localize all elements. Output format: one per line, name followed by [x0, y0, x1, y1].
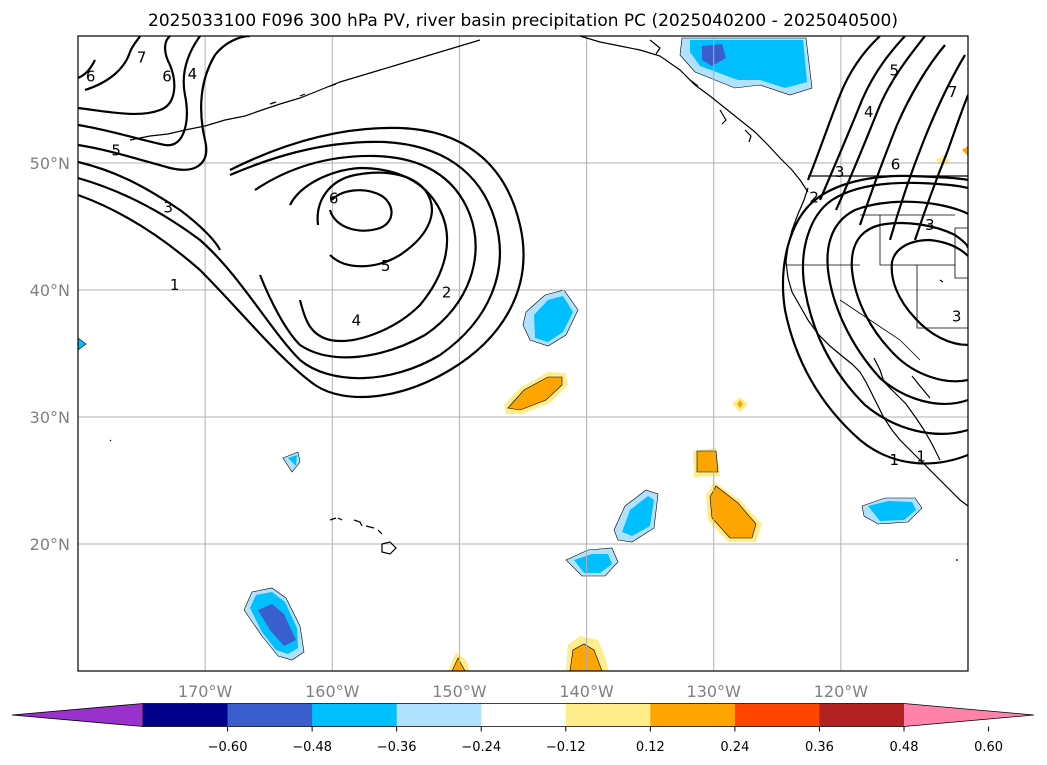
contour-label: 7 — [948, 83, 958, 101]
colorbar-segment — [312, 703, 398, 727]
colorbar-tick-label: 0.60 — [974, 740, 1003, 755]
lon-tick-label: 170°W — [178, 682, 233, 701]
gridlines — [78, 36, 968, 671]
colorbar-tick-label: 0.36 — [805, 740, 834, 755]
contour-label: 6 — [891, 155, 901, 173]
colorbar-tick-label: 0.48 — [890, 740, 919, 755]
lat-tick-label: 20°N — [30, 535, 70, 554]
map-area: 6 7 6 4 5 3 1 6 5 4 2 5 7 4 6 3 2 3 3 1 … — [78, 36, 968, 671]
lon-tick-label: 140°W — [559, 682, 614, 701]
contour-5-east — [890, 238, 968, 347]
contour-north-east-3 — [834, 36, 926, 211]
contour-north-east-1 — [806, 36, 881, 181]
colorbar-extend-high — [904, 703, 1034, 727]
map-title: 2025033100 F096 300 hPa PV, river basin … — [148, 11, 898, 31]
contour-label: 7 — [137, 49, 147, 67]
contour-2-west — [78, 140, 501, 380]
coastlines — [109, 36, 968, 561]
contour-label: 6 — [86, 68, 96, 86]
map-frame — [77, 35, 969, 672]
contour-label: 1 — [916, 447, 926, 465]
contour-north-east-4 — [858, 44, 946, 226]
contour-1-west — [78, 126, 525, 399]
lat-tick-label: 50°N — [30, 154, 70, 173]
contour-label: 3 — [164, 198, 174, 216]
lon-tick-label: 160°W — [305, 682, 360, 701]
coastline-alaska — [579, 36, 809, 193]
contour-5-west — [78, 36, 433, 268]
coastline-dots — [109, 279, 958, 561]
colorbar-segments — [12, 703, 1034, 727]
coastline-aleutians — [129, 39, 481, 141]
colorbar-tick-label: −0.36 — [377, 740, 417, 755]
contour-7-west — [78, 36, 141, 92]
contour-north-east-6 — [913, 94, 968, 241]
lon-tick-label: 130°W — [687, 682, 742, 701]
contour-labels: 6 7 6 4 5 3 1 6 5 4 2 5 7 4 6 3 2 3 3 1 … — [86, 49, 961, 470]
contour-north-east-5 — [888, 54, 966, 241]
pv-contours — [78, 36, 968, 465]
border-states — [786, 214, 968, 361]
contour-4-east — [850, 221, 968, 383]
contour-north-east-2 — [818, 36, 906, 201]
shading-negative-left-edge — [78, 337, 87, 351]
contour-3-west — [78, 154, 477, 359]
contour-3-east — [826, 200, 968, 405]
colorbar-extend-low — [12, 703, 143, 727]
contour-label: 3 — [835, 163, 845, 181]
contour-label: 5 — [890, 61, 900, 79]
colorbar-segment — [396, 703, 482, 727]
contour-label: 6 — [329, 190, 339, 208]
colorbar-segment — [819, 703, 905, 727]
colorbar-segment — [734, 703, 820, 727]
coastline-hawaii — [329, 517, 397, 555]
lon-tick-label: 150°W — [432, 682, 487, 701]
contour-label: 1 — [170, 276, 180, 294]
lat-axis: 50°N 40°N 30°N 20°N — [30, 154, 70, 554]
contour-label: 2 — [442, 284, 452, 302]
colorbar-segment — [481, 703, 567, 727]
colorbar: −0.60 −0.48 −0.36 −0.24 −0.12 0.12 0.24 0.36 0.4… — [11, 703, 1035, 755]
colorbar-ticks: −0.60 −0.48 −0.36 −0.24 −0.12 0.12 0.24 0.36 0.4… — [208, 726, 1003, 755]
contour-6-west — [78, 36, 393, 232]
contour-label: 6 — [162, 68, 172, 86]
contour-label: 3 — [925, 216, 935, 234]
contour-label: 5 — [381, 257, 391, 275]
contour-4-west — [78, 36, 449, 342]
contour-2-east — [801, 181, 968, 435]
colorbar-segment — [565, 703, 651, 727]
colorbar-tick-label: −0.12 — [546, 740, 586, 755]
contour-label: 2 — [809, 188, 819, 206]
lon-tick-label: 120°W — [814, 682, 869, 701]
colorbar-segment — [143, 703, 229, 727]
colorbar-tick-label: 0.24 — [720, 740, 749, 755]
colorbar-outline — [11, 703, 1035, 727]
colorbar-segment — [227, 703, 313, 727]
contour-label: 4 — [352, 312, 362, 330]
contour-label: 4 — [188, 65, 198, 83]
lat-tick-label: 30°N — [30, 408, 70, 427]
colorbar-tick-label: −0.24 — [461, 740, 501, 755]
contour-label: 3 — [952, 308, 962, 326]
coastline-baja — [873, 357, 941, 461]
contour-label: 1 — [890, 451, 900, 469]
colorbar-tick-label: −0.48 — [292, 740, 332, 755]
contour-label: 5 — [111, 141, 121, 159]
map-background — [78, 36, 968, 671]
colorbar-tick-label: −0.60 — [208, 740, 248, 755]
lat-tick-label: 40°N — [30, 281, 70, 300]
contour-label: 4 — [864, 103, 874, 121]
lon-axis: 170°W 160°W 150°W 140°W 130°W 120°W — [178, 682, 868, 701]
colorbar-segment — [650, 703, 736, 727]
colorbar-tick-label: 0.12 — [636, 740, 665, 755]
